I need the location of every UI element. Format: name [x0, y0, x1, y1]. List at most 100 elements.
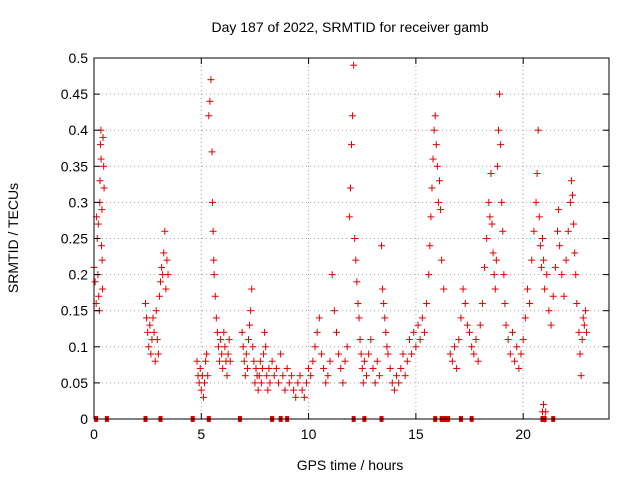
data-point — [330, 307, 338, 315]
data-point — [537, 263, 545, 271]
data-point — [502, 321, 510, 329]
x-axis-label: GPS time / hours — [297, 457, 404, 473]
data-point — [498, 198, 506, 206]
data-point — [466, 328, 474, 336]
x-tick-label: 20 — [515, 426, 531, 442]
data-point — [496, 90, 504, 98]
y-axis-label: SRMTID / TECUs — [5, 183, 21, 293]
data-point — [324, 372, 332, 380]
data-point — [485, 198, 493, 206]
data-point — [560, 292, 568, 300]
data-point — [543, 271, 551, 279]
data-point — [380, 299, 388, 307]
data-point — [302, 379, 310, 387]
data-point — [356, 336, 364, 344]
y-tick-label: 0.4 — [69, 122, 89, 138]
data-point — [209, 227, 217, 235]
data-point — [476, 321, 484, 329]
data-point — [97, 155, 105, 163]
x-tick-label: 5 — [197, 426, 205, 442]
data-point — [263, 372, 271, 380]
data-point — [294, 379, 302, 387]
data-point — [164, 271, 172, 279]
data-point — [268, 357, 276, 365]
data-point — [576, 350, 584, 358]
data-point — [382, 328, 390, 336]
data-point — [199, 393, 207, 401]
data-point — [328, 271, 336, 279]
data-point — [343, 343, 351, 351]
data-point — [326, 357, 334, 365]
y-tick-label: 0.3 — [69, 194, 89, 210]
data-point — [555, 206, 563, 214]
data-point — [532, 198, 540, 206]
data-point — [423, 299, 431, 307]
data-point — [147, 350, 155, 358]
data-point — [155, 292, 163, 300]
data-point — [311, 343, 319, 351]
data-point — [414, 321, 422, 329]
data-point — [285, 379, 293, 387]
data-point — [143, 314, 151, 322]
data-point — [481, 263, 489, 271]
data-point — [146, 321, 154, 329]
data-point — [241, 372, 249, 380]
data-point — [161, 227, 169, 235]
grid-lines — [94, 58, 609, 419]
y-tick-label: 0.5 — [69, 50, 89, 66]
data-point — [487, 170, 495, 178]
data-point — [453, 364, 461, 372]
data-point — [357, 350, 365, 358]
data-point — [300, 393, 308, 401]
axis-ticks: 0 0.05 0.1 0.15 0.2 0.25 0.3 0.35 0.4 0.45 0.5 0 5 10… — [61, 50, 609, 442]
data-point — [154, 350, 162, 358]
y-tick-label: 0.1 — [69, 339, 89, 355]
data-point — [149, 314, 157, 322]
data-point — [207, 76, 215, 84]
x-tick-label: 15 — [408, 426, 424, 442]
data-point — [535, 213, 543, 221]
data-point — [579, 314, 587, 322]
data-point — [225, 336, 233, 344]
data-point — [287, 372, 295, 380]
data-point — [538, 235, 546, 242]
data-point — [360, 357, 368, 365]
data-point — [461, 299, 469, 307]
data-point — [491, 285, 499, 293]
data-point — [91, 278, 99, 286]
data-point — [363, 372, 371, 380]
data-point — [242, 350, 250, 358]
data-point — [219, 364, 227, 372]
data-point — [142, 299, 149, 307]
data-point — [348, 141, 355, 149]
data-point — [157, 278, 165, 286]
data-point — [434, 198, 442, 206]
data-point — [492, 256, 500, 264]
data-point — [240, 357, 248, 365]
data-point — [573, 299, 581, 307]
data-point — [412, 343, 420, 351]
data-point — [562, 256, 570, 264]
data-point — [399, 350, 407, 358]
data-point — [463, 321, 471, 329]
data-point — [221, 343, 229, 351]
data-point — [203, 350, 211, 358]
data-point — [572, 271, 580, 279]
data-point — [100, 162, 108, 170]
y-tick-label: 0.35 — [61, 158, 88, 174]
data-point — [272, 364, 280, 372]
data-point — [211, 292, 219, 300]
y-tick-label: 0.25 — [61, 231, 88, 247]
data-point — [99, 133, 107, 141]
y-tick-label: 0.05 — [61, 375, 88, 391]
data-point — [349, 112, 357, 120]
data-point — [401, 372, 409, 380]
data-point — [369, 364, 377, 372]
data-point — [98, 242, 106, 250]
data-point — [455, 336, 463, 344]
data-point — [435, 177, 443, 185]
data-point — [493, 162, 501, 170]
data-point — [95, 292, 103, 300]
data-point — [547, 321, 555, 329]
data-point — [390, 386, 398, 394]
